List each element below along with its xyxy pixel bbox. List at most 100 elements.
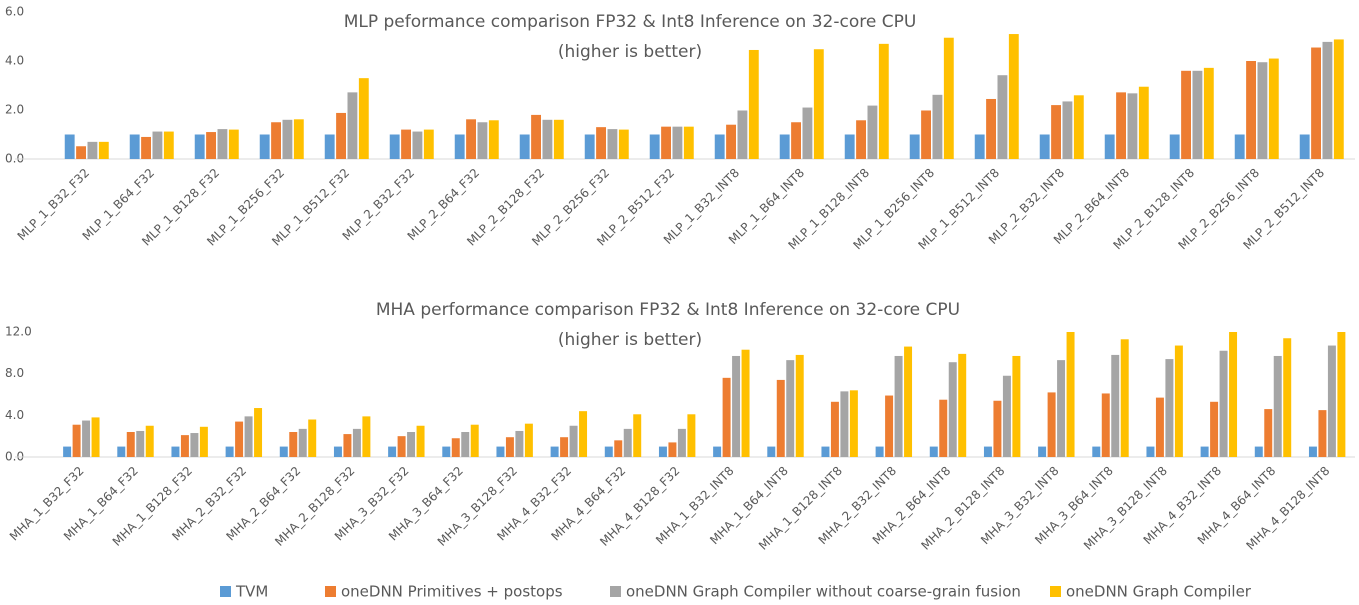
y-tick-label: 4.0: [5, 408, 24, 422]
bar: [713, 446, 722, 457]
bar: [1008, 34, 1019, 159]
bar: [875, 446, 884, 457]
bar: [91, 417, 100, 457]
bar: [1092, 446, 1101, 457]
y-tick-label: 0.0: [5, 450, 24, 464]
bar: [1038, 446, 1047, 457]
bar: [943, 37, 954, 159]
bar: [795, 354, 804, 457]
bar: [840, 391, 849, 457]
bar: [1234, 134, 1245, 159]
bar: [1127, 93, 1138, 159]
bar: [442, 446, 451, 457]
chart-title: MLP peformance comparison FP32 & Int8 In…: [344, 12, 917, 32]
bar: [1200, 446, 1209, 457]
bar: [1138, 86, 1149, 159]
legend-label: oneDNN Primitives + postops: [341, 583, 563, 601]
bar: [802, 107, 813, 159]
bar: [358, 78, 369, 159]
bar: [259, 134, 270, 159]
bar: [235, 421, 244, 457]
bar: [82, 420, 91, 457]
bar: [683, 126, 694, 159]
bar: [830, 401, 839, 457]
chart-subtitle: (higher is better): [558, 330, 702, 350]
bar: [1264, 409, 1273, 457]
bar: [821, 446, 830, 457]
bar: [496, 446, 505, 457]
bar: [1002, 375, 1011, 457]
bar: [767, 446, 776, 457]
bar: [129, 134, 140, 159]
legend-label: oneDNN Graph Compiler: [1066, 583, 1252, 601]
bar: [336, 112, 346, 159]
bar: [553, 119, 564, 159]
bar: [1257, 62, 1268, 159]
bar: [726, 124, 736, 159]
bar: [604, 446, 613, 457]
legend-swatch: [1050, 586, 1061, 597]
bar: [347, 92, 358, 159]
bar: [677, 428, 686, 457]
bar: [904, 346, 913, 457]
bar: [519, 134, 530, 159]
bar: [282, 119, 293, 159]
bar: [1333, 39, 1344, 159]
bar: [271, 122, 281, 159]
bar: [1073, 95, 1084, 159]
bar: [451, 438, 460, 457]
bar: [194, 134, 205, 159]
legend-label: oneDNN Graph Compiler without coarse-gra…: [626, 583, 1021, 601]
bar: [958, 353, 967, 457]
bar: [524, 423, 533, 457]
bar: [1039, 134, 1050, 159]
bar: [878, 43, 889, 159]
bar: [779, 134, 790, 159]
bar: [1283, 338, 1292, 457]
bar: [1104, 134, 1115, 159]
bar: [986, 98, 996, 159]
bar: [929, 446, 938, 457]
bar: [722, 377, 731, 457]
bar: [596, 127, 606, 159]
bar: [776, 379, 785, 457]
bar: [542, 119, 553, 159]
bar: [352, 428, 361, 457]
bar: [1146, 446, 1155, 457]
bar: [1165, 359, 1174, 457]
bar: [470, 424, 479, 457]
bar: [1322, 41, 1333, 159]
bar: [477, 122, 488, 159]
bar: [1203, 67, 1214, 159]
bar: [228, 129, 239, 159]
bar: [293, 119, 304, 159]
bar: [885, 395, 894, 457]
bar: [244, 416, 253, 457]
bar: [560, 437, 569, 457]
bar: [1229, 332, 1238, 457]
y-tick-label: 4.0: [5, 54, 24, 68]
bar: [856, 120, 866, 159]
bar: [87, 141, 98, 159]
bar: [1169, 134, 1180, 159]
bar: [389, 134, 400, 159]
bar: [145, 425, 154, 457]
legend-label: TVM: [235, 583, 268, 601]
bar: [63, 446, 72, 457]
bar: [844, 134, 855, 159]
bar: [1120, 339, 1129, 457]
bar: [412, 131, 423, 159]
y-tick-label: 0.0: [5, 152, 24, 166]
bar: [939, 399, 948, 457]
bar: [423, 129, 434, 159]
bar: [289, 432, 298, 457]
bar: [199, 426, 208, 457]
bar: [343, 434, 352, 457]
y-tick-label: 12.0: [5, 325, 32, 339]
legend-swatch: [610, 586, 621, 597]
bar: [614, 440, 623, 457]
bar: [997, 75, 1008, 159]
bar: [1268, 58, 1279, 159]
bar: [741, 349, 750, 457]
